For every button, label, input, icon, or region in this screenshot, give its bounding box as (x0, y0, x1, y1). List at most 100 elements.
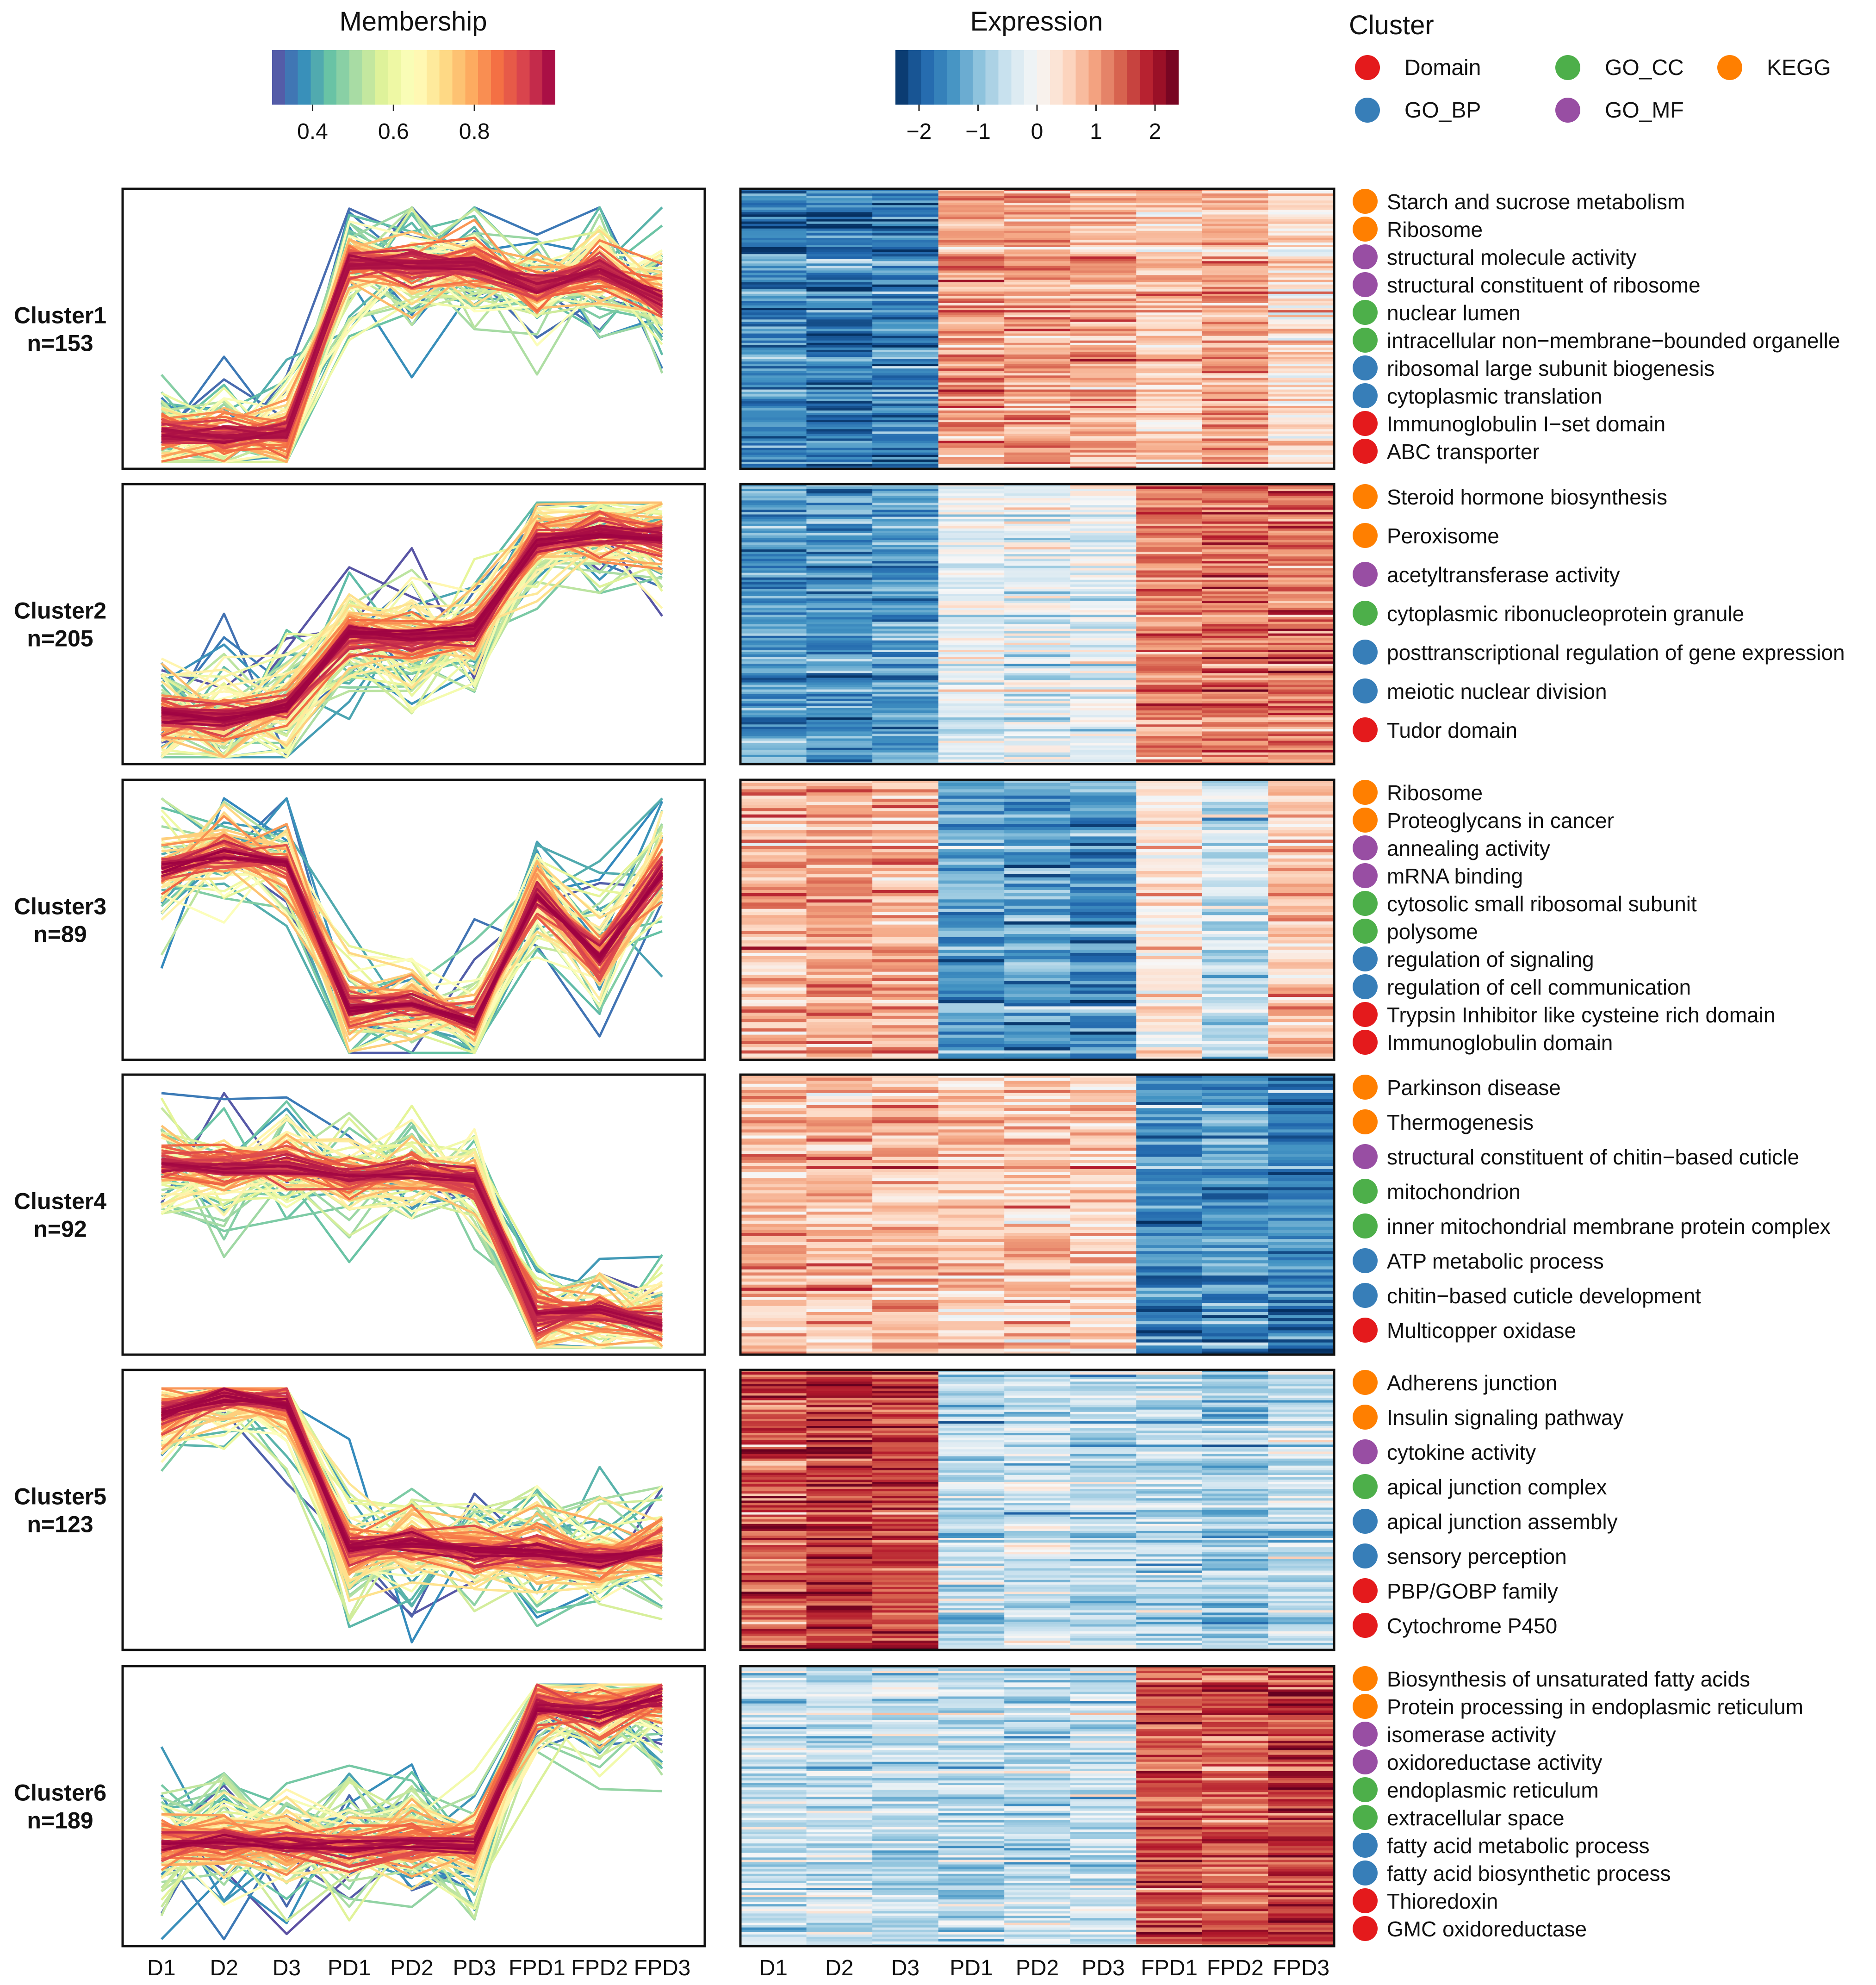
legend-label-kegg: KEGG (1767, 56, 1831, 80)
heatmap-cell (740, 559, 807, 561)
heatmap-cell (806, 268, 873, 271)
heatmap-cell (1202, 684, 1269, 688)
heatmap-cell (938, 1145, 1005, 1148)
heatmap-cell (1070, 1132, 1137, 1136)
heatmap-cell (1202, 1381, 1269, 1384)
heatmap-cell (1136, 537, 1203, 541)
heatmap-cell (872, 1282, 939, 1285)
heatmap-cell (1136, 1458, 1203, 1462)
heatmap-cell (740, 317, 807, 320)
heatmap-cell (1004, 1454, 1071, 1457)
heatmap-cell (806, 1444, 873, 1447)
heatmap-cell (938, 1290, 1005, 1294)
heatmap-cell (1136, 282, 1203, 285)
heatmap-cell (1202, 987, 1269, 991)
heatmap-cell (1268, 1093, 1335, 1096)
heatmap-cell (1136, 899, 1203, 903)
heatmap-cell (740, 1416, 807, 1419)
heatmap-cell (1202, 552, 1269, 554)
heatmap-cell (1268, 624, 1335, 627)
heatmap-cell (1004, 931, 1071, 934)
heatmap-cell (1004, 1428, 1071, 1431)
heatmap-cell (806, 1129, 873, 1133)
heatmap-cell (1004, 530, 1071, 534)
heatmap-cell (872, 193, 939, 196)
heatmap-cell (1004, 1218, 1071, 1221)
heatmap-cell (938, 528, 1005, 531)
heatmap-cell (938, 622, 1005, 625)
heatmap-cell (806, 959, 873, 963)
heatmap-cell (1136, 1050, 1203, 1054)
heatmap-cell (938, 1245, 1005, 1249)
heatmap-cell (1268, 1196, 1335, 1200)
heatmap-cell (872, 308, 939, 311)
heatmap-cell (806, 940, 873, 944)
heatmap-cell (1136, 1398, 1203, 1401)
heatmap-cell (806, 617, 873, 620)
heatmap-cell (1202, 361, 1269, 364)
heatmap-cell (1004, 1487, 1071, 1489)
heatmap-cell (740, 927, 807, 931)
heatmap-cell (1136, 1351, 1203, 1355)
heatmap-cell (1136, 603, 1203, 606)
heatmap-cell (1268, 254, 1335, 257)
heatmap-cell (740, 1153, 807, 1157)
heatmap-cell (872, 464, 939, 467)
heatmap-cell (740, 1442, 807, 1445)
heatmap-cell (938, 317, 1005, 320)
heatmap-cell (1268, 896, 1335, 900)
heatmap-cell (1268, 591, 1335, 594)
heatmap-cell (1004, 654, 1071, 657)
heatmap-cell (938, 429, 1005, 432)
heatmap-cell (806, 978, 873, 982)
heatmap-cell (740, 1339, 807, 1343)
heatmap-cell (740, 512, 807, 515)
heatmap-cell (740, 1421, 807, 1424)
heatmap-cell (1268, 710, 1335, 713)
heatmap-cell (740, 1327, 807, 1331)
heatmap-cell (1202, 833, 1269, 837)
heatmap-cell (1004, 1333, 1071, 1337)
heatmap-cell (740, 1123, 807, 1127)
heatmap-cell (740, 589, 807, 592)
heatmap-cell (1004, 808, 1071, 812)
heatmap-cell (872, 789, 939, 793)
heatmap-cell (806, 537, 873, 541)
heatmap-cell (1202, 1324, 1269, 1328)
heatmap-cell (1136, 301, 1203, 304)
heatmap-cell (938, 1324, 1005, 1328)
heatmap-cell (806, 308, 873, 311)
heatmap-cell (1004, 912, 1071, 915)
heatmap-cell (1268, 814, 1335, 818)
heatmap-cell (872, 493, 939, 496)
heatmap-cell (806, 373, 873, 376)
heatmap-cell (1268, 830, 1335, 834)
heatmap-cell (872, 946, 939, 950)
heatmap-cell (1070, 547, 1137, 550)
heatmap-cell (1268, 1327, 1335, 1331)
heatmap-cell (1268, 912, 1335, 915)
heatmap-cell (1268, 601, 1335, 604)
heatmap-cell (872, 757, 939, 760)
heatmap-cell (1136, 814, 1203, 818)
heatmap-cell (1004, 1260, 1071, 1264)
heatmap-cell (1268, 443, 1335, 446)
heatmap-cell (1136, 750, 1203, 753)
heatmap-cell (740, 1489, 807, 1492)
heatmap-cell (1070, 984, 1137, 988)
heatmap-cell (1202, 1489, 1269, 1492)
heatmap-cell (872, 284, 939, 287)
heatmap-cell (1070, 1224, 1137, 1227)
heatmap-cell (938, 1047, 1005, 1051)
heatmap-cell (938, 1431, 1005, 1433)
heatmap-cell (872, 1230, 939, 1233)
heatmap-cell (1004, 361, 1071, 364)
heatmap-cell (806, 1157, 873, 1160)
heatmap-cell (872, 1278, 939, 1282)
heatmap-cell (740, 1479, 807, 1482)
heatmap-cell (1136, 1375, 1203, 1377)
heatmap-cell (1136, 1057, 1203, 1060)
heatmap-cell (1136, 1044, 1203, 1048)
heatmap-cell (806, 586, 873, 590)
heatmap-cell (1268, 291, 1335, 294)
